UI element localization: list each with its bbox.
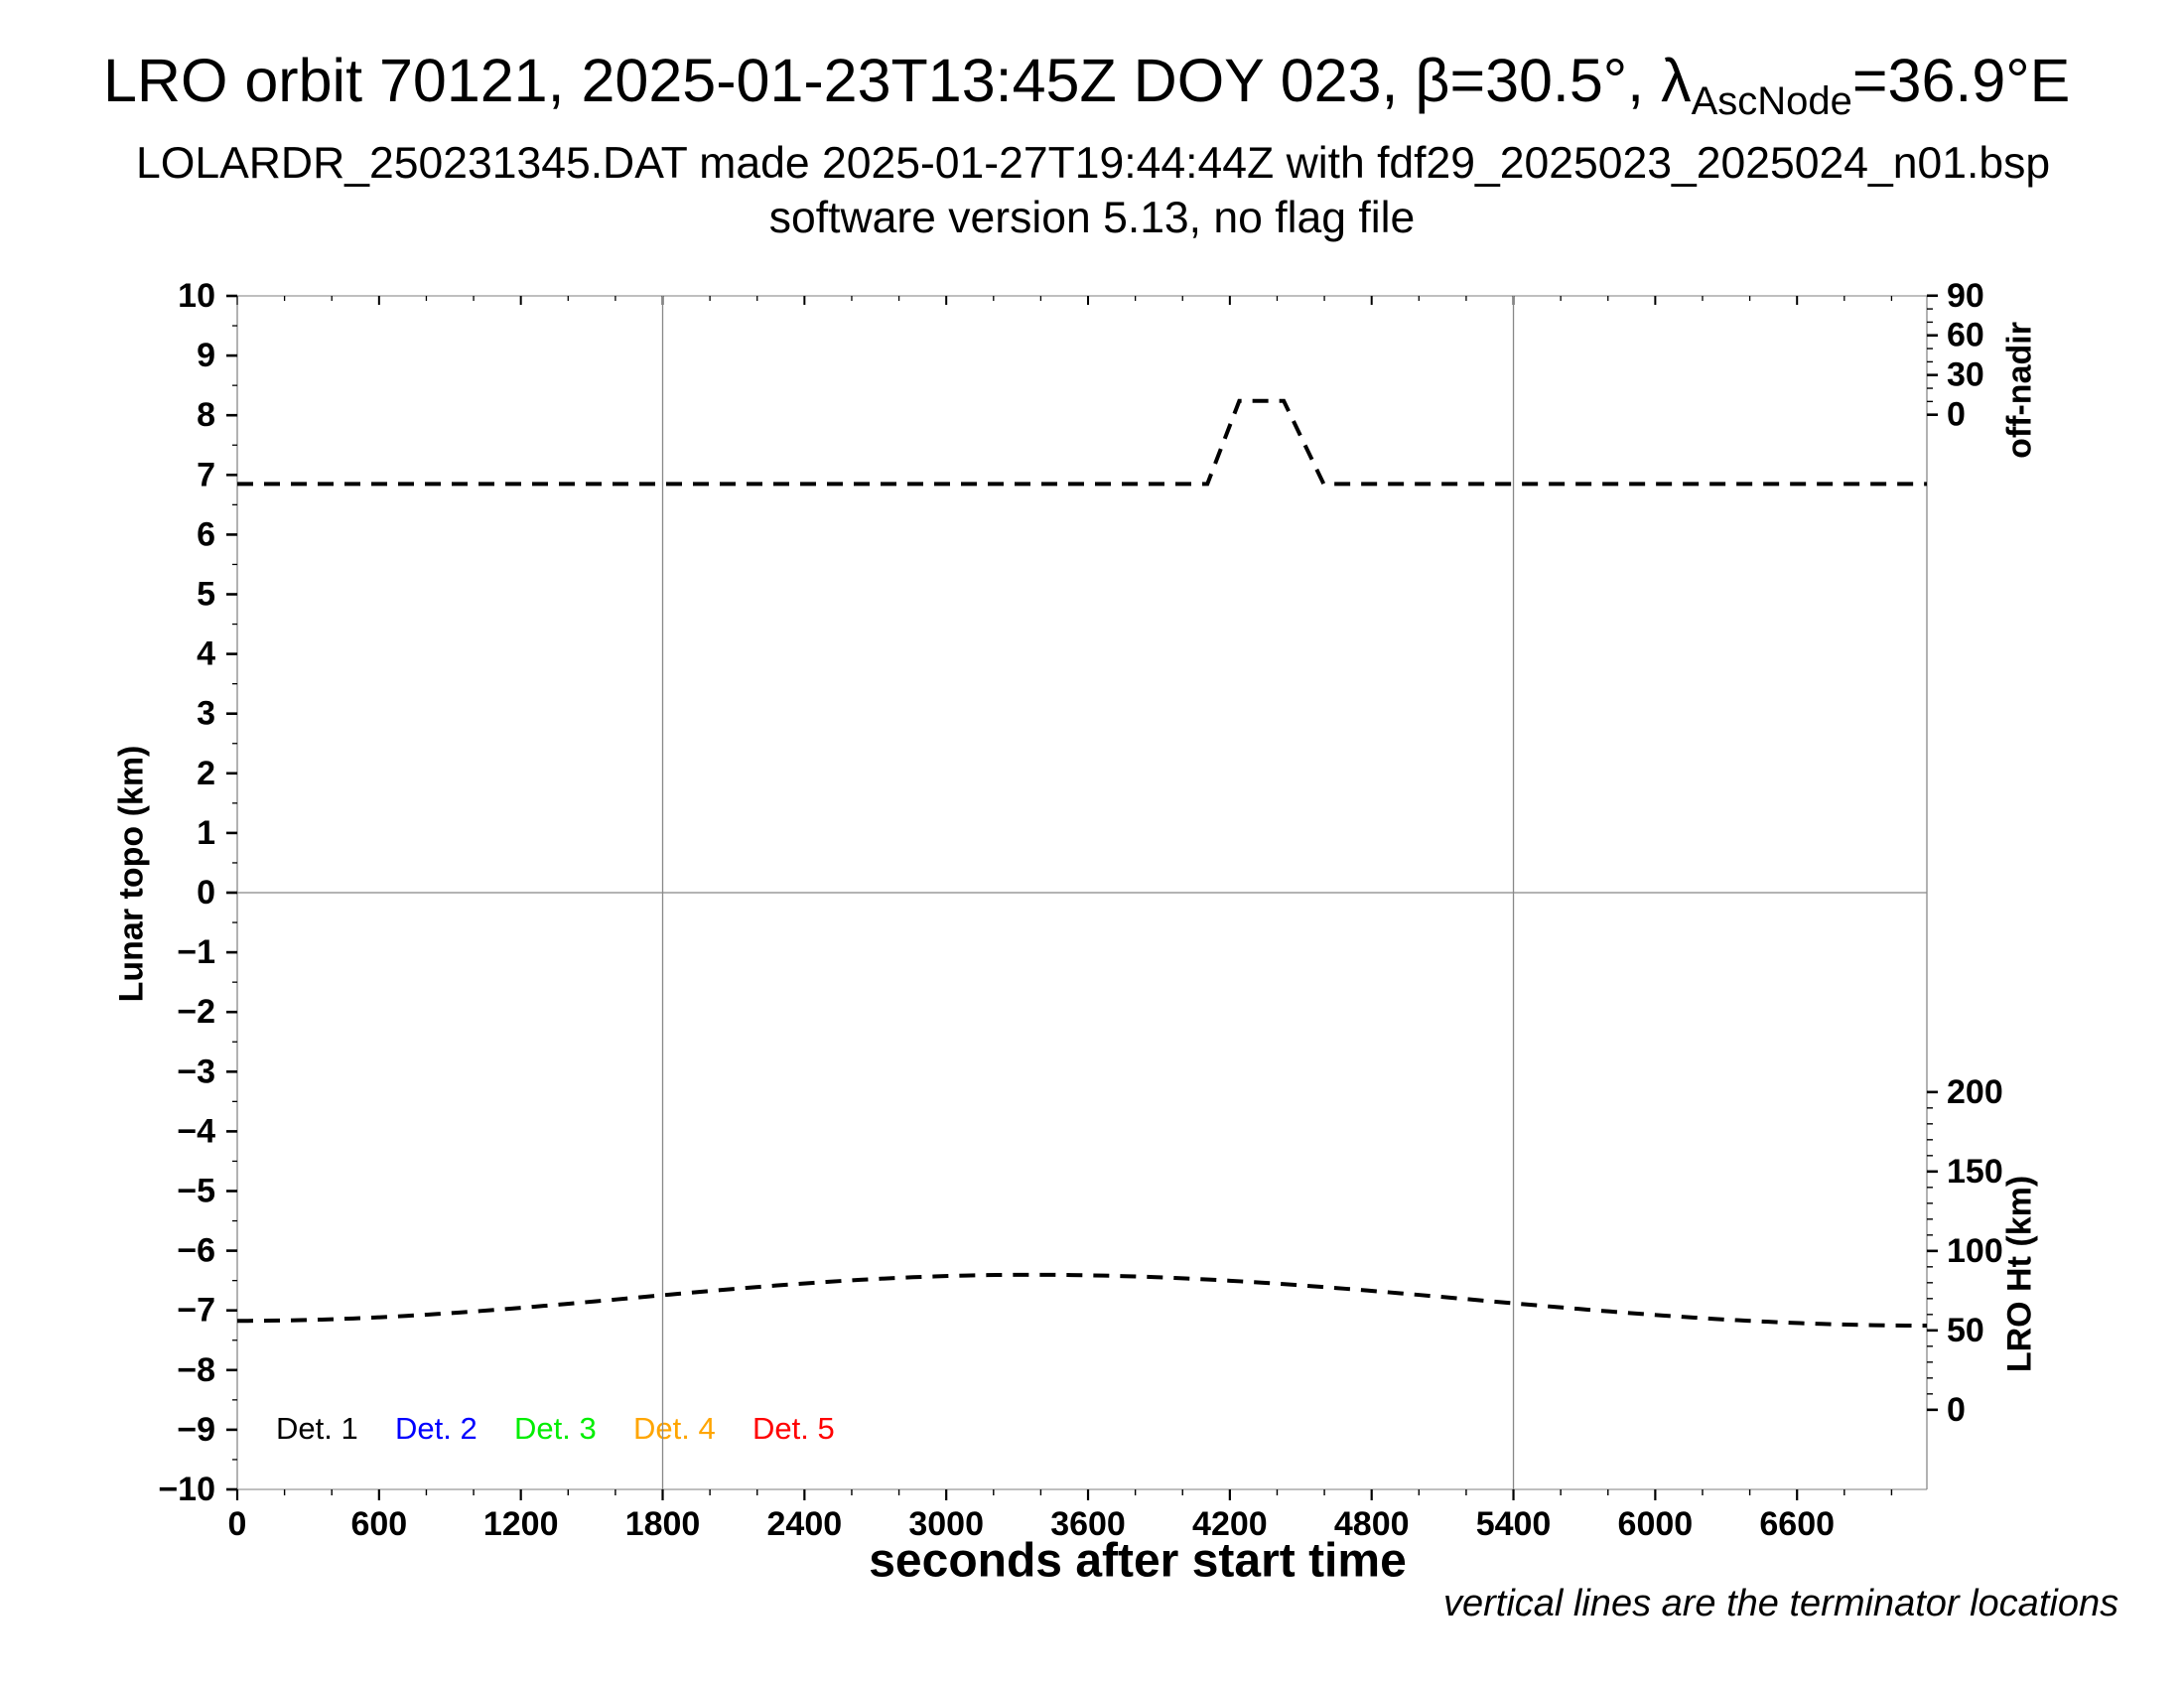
svg-text:4: 4	[197, 635, 215, 673]
svg-text:5: 5	[197, 576, 215, 614]
svg-text:3000: 3000	[908, 1505, 984, 1543]
svg-text:100: 100	[1947, 1232, 2003, 1270]
svg-text:600: 600	[350, 1505, 407, 1543]
svg-text:2: 2	[197, 755, 215, 792]
svg-text:2400: 2400	[767, 1505, 843, 1543]
svg-text:6: 6	[197, 515, 215, 553]
svg-text:4200: 4200	[1192, 1505, 1268, 1543]
svg-text:8: 8	[197, 396, 215, 434]
svg-text:0: 0	[1947, 1391, 1966, 1429]
svg-text:150: 150	[1947, 1153, 2003, 1191]
svg-text:90: 90	[1947, 277, 1984, 315]
svg-text:1800: 1800	[625, 1505, 701, 1543]
svg-text:−3: −3	[177, 1053, 215, 1090]
svg-text:200: 200	[1947, 1073, 2003, 1111]
svg-text:−6: −6	[177, 1232, 215, 1270]
svg-text:−5: −5	[177, 1173, 215, 1210]
svg-text:6000: 6000	[1618, 1505, 1694, 1543]
svg-text:10: 10	[178, 277, 215, 315]
svg-text:9: 9	[197, 337, 215, 374]
svg-text:0: 0	[1947, 396, 1966, 434]
svg-text:−1: −1	[177, 933, 215, 971]
svg-text:3: 3	[197, 695, 215, 733]
svg-text:−8: −8	[177, 1351, 215, 1389]
svg-text:5400: 5400	[1476, 1505, 1552, 1543]
svg-text:−9: −9	[177, 1411, 215, 1449]
svg-text:60: 60	[1947, 317, 1984, 354]
svg-text:7: 7	[197, 456, 215, 493]
svg-text:−2: −2	[177, 993, 215, 1031]
svg-text:0: 0	[197, 874, 215, 912]
svg-text:1200: 1200	[483, 1505, 559, 1543]
svg-text:6600: 6600	[1759, 1505, 1835, 1543]
svg-text:−4: −4	[177, 1112, 215, 1150]
svg-text:−10: −10	[158, 1471, 215, 1508]
svg-text:30: 30	[1947, 356, 1984, 394]
svg-text:−7: −7	[177, 1292, 215, 1330]
svg-text:0: 0	[228, 1505, 247, 1543]
svg-text:3600: 3600	[1050, 1505, 1126, 1543]
svg-text:1: 1	[197, 814, 215, 852]
svg-text:50: 50	[1947, 1312, 1984, 1349]
svg-text:4800: 4800	[1334, 1505, 1410, 1543]
